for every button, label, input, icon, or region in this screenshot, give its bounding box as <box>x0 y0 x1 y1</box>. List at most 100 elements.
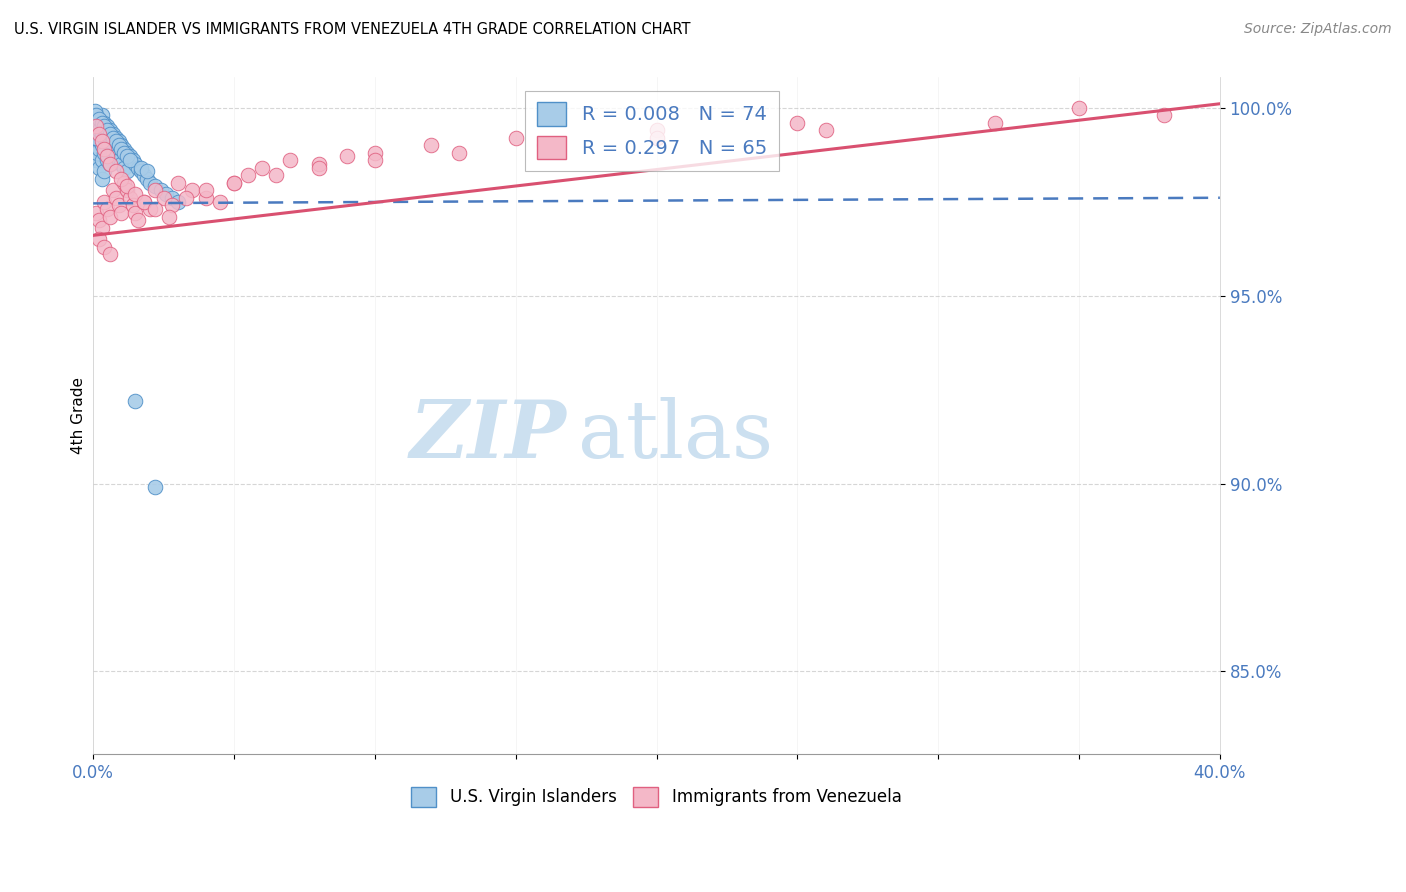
Point <box>83 138 105 153</box>
Point <box>107 153 129 168</box>
Point <box>115 149 138 163</box>
Point <box>112 161 135 175</box>
Point <box>87 112 110 126</box>
Text: Source: ZipAtlas.com: Source: ZipAtlas.com <box>1244 22 1392 37</box>
Point <box>107 134 129 148</box>
Point <box>96 149 118 163</box>
Point <box>86 145 108 160</box>
Point <box>194 183 217 197</box>
Point <box>157 210 180 224</box>
Point <box>87 112 110 126</box>
Point <box>143 183 166 197</box>
Point <box>84 130 107 145</box>
Point <box>121 198 143 212</box>
Point <box>129 161 152 175</box>
Point <box>84 120 107 134</box>
Point <box>308 161 330 175</box>
Point <box>104 191 127 205</box>
Point <box>208 194 231 209</box>
Point <box>152 191 174 205</box>
Point <box>98 123 121 137</box>
Text: atlas: atlas <box>578 397 773 475</box>
Point <box>166 176 188 190</box>
Point <box>87 232 110 246</box>
Point <box>110 206 132 220</box>
Point <box>118 153 141 168</box>
Point <box>90 153 112 168</box>
Point <box>645 130 668 145</box>
Point <box>505 130 527 145</box>
Point <box>90 138 112 153</box>
Point <box>96 120 118 134</box>
Point <box>112 145 135 160</box>
Point <box>336 149 359 163</box>
Point <box>143 202 166 216</box>
Point <box>1153 108 1175 122</box>
Point <box>420 138 443 153</box>
Point <box>107 138 129 153</box>
Point <box>308 157 330 171</box>
Point <box>132 194 155 209</box>
Point <box>107 198 129 212</box>
Point <box>124 206 146 220</box>
Point <box>90 108 112 122</box>
Point <box>127 213 149 227</box>
Point <box>96 123 118 137</box>
Point <box>93 130 115 145</box>
Point <box>124 157 146 171</box>
Point <box>93 142 115 156</box>
Point <box>84 120 107 134</box>
Point <box>90 127 112 141</box>
Point <box>132 168 155 182</box>
Point <box>194 191 217 205</box>
Point <box>138 202 160 216</box>
Point <box>90 220 112 235</box>
Point <box>84 112 107 126</box>
Point <box>132 194 155 209</box>
Point <box>93 194 115 209</box>
Point <box>104 164 127 178</box>
Y-axis label: 4th Grade: 4th Grade <box>72 377 86 454</box>
Point <box>104 130 127 145</box>
Point <box>96 134 118 148</box>
Point <box>118 149 141 163</box>
Text: U.S. VIRGIN ISLANDER VS IMMIGRANTS FROM VENEZUELA 4TH GRADE CORRELATION CHART: U.S. VIRGIN ISLANDER VS IMMIGRANTS FROM … <box>14 22 690 37</box>
Point <box>87 127 110 141</box>
Point <box>87 142 110 156</box>
Point <box>98 247 121 261</box>
Point <box>87 213 110 227</box>
Point <box>84 153 107 168</box>
Point <box>115 183 138 197</box>
Point <box>180 183 202 197</box>
Point <box>449 145 471 160</box>
Point <box>93 239 115 253</box>
Point <box>101 183 124 197</box>
Point <box>89 134 111 148</box>
Point <box>96 153 118 168</box>
Point <box>160 191 183 205</box>
Point <box>101 127 124 141</box>
Point <box>83 104 105 119</box>
Point <box>222 176 245 190</box>
Point <box>90 134 112 148</box>
Point <box>155 186 177 201</box>
Point <box>174 191 197 205</box>
Point <box>87 161 110 175</box>
Point <box>135 164 157 178</box>
Point <box>364 145 387 160</box>
Point <box>115 164 138 178</box>
Point <box>98 157 121 171</box>
Point <box>93 120 115 134</box>
Point <box>280 153 302 168</box>
Point <box>110 157 132 171</box>
Point <box>90 172 112 186</box>
Point <box>166 194 188 209</box>
Point <box>98 210 121 224</box>
Point <box>160 198 183 212</box>
Text: ZIP: ZIP <box>409 397 567 475</box>
Point <box>90 123 112 137</box>
Point <box>93 130 115 145</box>
Point <box>112 142 135 156</box>
Point <box>98 157 121 171</box>
Point <box>1067 101 1090 115</box>
